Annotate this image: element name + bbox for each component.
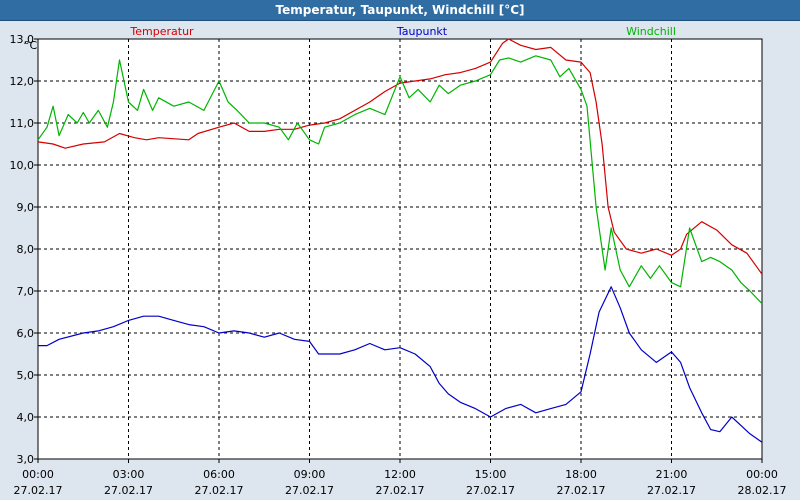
y-tick-label: 8,0 xyxy=(17,243,35,256)
x-tick-time: 00:00 xyxy=(22,468,54,481)
x-tick-date: 27.02.17 xyxy=(14,484,63,497)
x-tick-time: 09:00 xyxy=(294,468,326,481)
y-axis: 3,0 4,0 5,0 6,0 7,0 8,0 9,0 10,0 11,0 12,0 13,0 xyxy=(10,33,38,466)
x-tick-time: 21:00 xyxy=(656,468,688,481)
y-tick-label: 6,0 xyxy=(17,327,35,340)
x-tick-date: 27.02.17 xyxy=(195,484,244,497)
y-tick-label: 11,0 xyxy=(10,117,35,130)
x-tick-date: 27.02.17 xyxy=(557,484,606,497)
y-tick-label: 4,0 xyxy=(17,411,35,424)
x-tick-date: 27.02.17 xyxy=(647,484,696,497)
y-tick-label: 5,0 xyxy=(17,369,35,382)
y-tick-label: 7,0 xyxy=(17,285,35,298)
y-tick-label: 10,0 xyxy=(10,159,35,172)
x-tick-date: 27.02.17 xyxy=(376,484,425,497)
grid xyxy=(38,39,762,459)
y-tick-label: 9,0 xyxy=(17,201,35,214)
x-tick-date: 28.02.17 xyxy=(738,484,787,497)
x-tick-date: 27.02.17 xyxy=(285,484,334,497)
y-tick-label: 13,0 xyxy=(10,33,35,46)
legend: Temperatur Taupunkt Windchill xyxy=(129,25,676,38)
x-tick-time: 15:00 xyxy=(475,468,507,481)
x-tick-date: 27.02.17 xyxy=(104,484,153,497)
x-tick-time: 18:00 xyxy=(565,468,597,481)
x-tick-time: 00:00 xyxy=(746,468,778,481)
legend-temperatur: Temperatur xyxy=(129,25,194,38)
y-tick-label: 12,0 xyxy=(10,75,35,88)
chart-title: Temperatur, Taupunkt, Windchill [°C] xyxy=(0,0,800,21)
y-tick-label: 3,0 xyxy=(17,453,35,466)
series-line-temperatur xyxy=(37,38,763,275)
series-group xyxy=(37,38,763,443)
temperature-chart: 3,0 4,0 5,0 6,0 7,0 8,0 9,0 10,0 11,0 12,0 13,0 00… xyxy=(10,25,787,497)
legend-taupunkt: Taupunkt xyxy=(396,25,448,38)
x-tick-time: 12:00 xyxy=(384,468,416,481)
x-tick-time: 06:00 xyxy=(203,468,235,481)
x-tick-time: 03:00 xyxy=(113,468,145,481)
legend-windchill: Windchill xyxy=(626,25,676,38)
x-tick-date: 27.02.17 xyxy=(466,484,515,497)
series-line-windchill xyxy=(37,55,763,305)
x-axis: 00:00 27.02.17 03:00 27.02.17 06:00 27.02.17 0… xyxy=(14,459,787,497)
series-line-taupunkt xyxy=(38,286,763,443)
y-axis-unit: °C xyxy=(24,39,38,52)
